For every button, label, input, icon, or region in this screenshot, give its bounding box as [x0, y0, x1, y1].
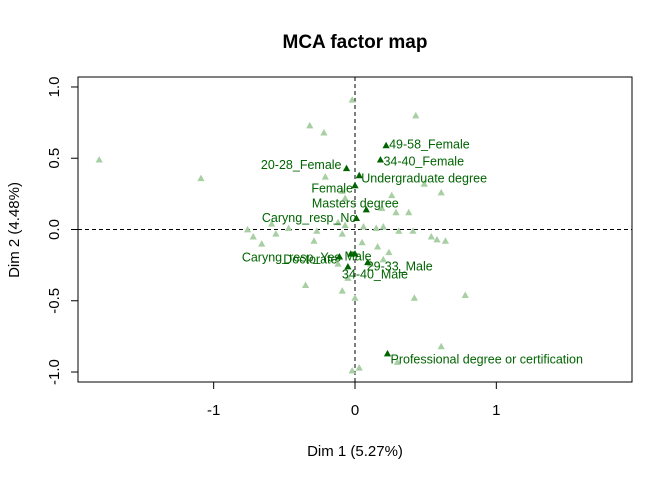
- background-point: [359, 223, 368, 230]
- background-point: [410, 294, 418, 301]
- highlighted-point: [362, 205, 370, 213]
- background-point: [334, 218, 342, 226]
- background-point: [461, 291, 469, 298]
- background-point: [378, 204, 386, 212]
- y-axis-label: Dim 2 (4.48%): [6, 182, 23, 278]
- background-point: [338, 287, 346, 294]
- highlighted-point: [383, 349, 392, 357]
- highlighted-point: [335, 252, 344, 260]
- background-point: [268, 220, 276, 227]
- background-points: [95, 96, 469, 374]
- category-label: 29-33_Male: [367, 259, 433, 273]
- background-point: [374, 243, 382, 250]
- background-point: [321, 173, 329, 180]
- y-tick-label: 1.0: [46, 77, 63, 98]
- x-tick-label: 0: [351, 402, 359, 419]
- highlighted-point: [352, 214, 361, 221]
- category-label: 34-40_Male: [342, 268, 408, 282]
- category-label: Caryng_resp_No: [262, 211, 357, 225]
- background-point: [344, 274, 352, 281]
- highlighted-point: [355, 171, 363, 179]
- reference-lines: [78, 77, 632, 382]
- category-label: Female: [311, 181, 353, 195]
- highlighted-point: [364, 258, 372, 266]
- background-point: [284, 224, 293, 231]
- category-label: Caryng_resp_Yes: [242, 251, 341, 265]
- category-label: Doctorate: [283, 253, 337, 267]
- background-point: [409, 227, 417, 234]
- category-label: 20-28_Female: [261, 158, 342, 172]
- category-label: 49-58_Female: [389, 137, 470, 151]
- x-tick-label: -1: [207, 402, 220, 419]
- background-point: [388, 191, 396, 199]
- background-point: [197, 174, 205, 182]
- highlighted-point: [344, 262, 352, 270]
- background-point: [272, 230, 280, 237]
- background-point: [379, 223, 387, 230]
- background-point: [338, 187, 346, 194]
- x-axis: -1 0 1: [207, 381, 500, 419]
- background-point: [393, 358, 401, 365]
- background-point: [348, 96, 356, 103]
- background-point: [249, 233, 257, 240]
- highlighted-point: [376, 156, 385, 163]
- background-point: [441, 237, 450, 244]
- category-label: Undergraduate degree: [361, 171, 487, 185]
- highlighted-point: [351, 250, 359, 257]
- background-point: [395, 227, 403, 234]
- background-point: [420, 180, 428, 187]
- background-point: [341, 221, 349, 229]
- y-tick-label: 0.5: [46, 148, 63, 169]
- background-point: [306, 121, 314, 129]
- background-point: [313, 227, 321, 234]
- background-point: [433, 235, 441, 243]
- chart-title: MCA factor map: [283, 32, 428, 53]
- background-point: [385, 248, 393, 256]
- category-label: Masters degree: [312, 197, 399, 211]
- background-point: [392, 208, 400, 216]
- background-point: [412, 111, 420, 119]
- background-point: [243, 225, 252, 233]
- background-point: [301, 281, 310, 288]
- y-tick-label: -1.0: [46, 359, 63, 385]
- background-point: [338, 230, 346, 237]
- y-tick-label: -0.5: [46, 288, 63, 314]
- background-point: [358, 238, 366, 246]
- background-point: [310, 237, 318, 244]
- background-point: [379, 255, 387, 263]
- highlighted-point: [342, 164, 351, 172]
- background-point: [351, 294, 359, 301]
- background-point: [437, 342, 445, 350]
- background-point: [95, 156, 103, 163]
- background-point: [405, 208, 413, 216]
- x-axis-label: Dim 1 (5.27%): [307, 443, 403, 460]
- background-point: [334, 260, 342, 267]
- highlighted-labels: 49-58_Female 34-40_Female 20-28_Female Unde…: [242, 137, 583, 366]
- y-tick-label: 0.0: [46, 219, 63, 240]
- category-label: 34-40_Female: [383, 155, 464, 169]
- background-point: [437, 188, 445, 196]
- highlighted-point: [382, 141, 390, 149]
- background-point: [372, 224, 380, 231]
- background-point: [355, 364, 363, 371]
- category-label: Male: [344, 250, 371, 264]
- category-label: Professional degree or certification: [391, 352, 584, 366]
- background-point: [258, 240, 266, 247]
- highlighted-points: [335, 141, 392, 357]
- highlighted-point: [351, 181, 359, 189]
- x-tick-label: 1: [492, 402, 500, 419]
- background-point: [427, 233, 435, 240]
- background-point: [348, 366, 356, 374]
- y-axis: -1.0 -0.5 0.0 0.5 1.0: [46, 77, 79, 385]
- background-point: [341, 194, 349, 202]
- background-point: [320, 128, 328, 136]
